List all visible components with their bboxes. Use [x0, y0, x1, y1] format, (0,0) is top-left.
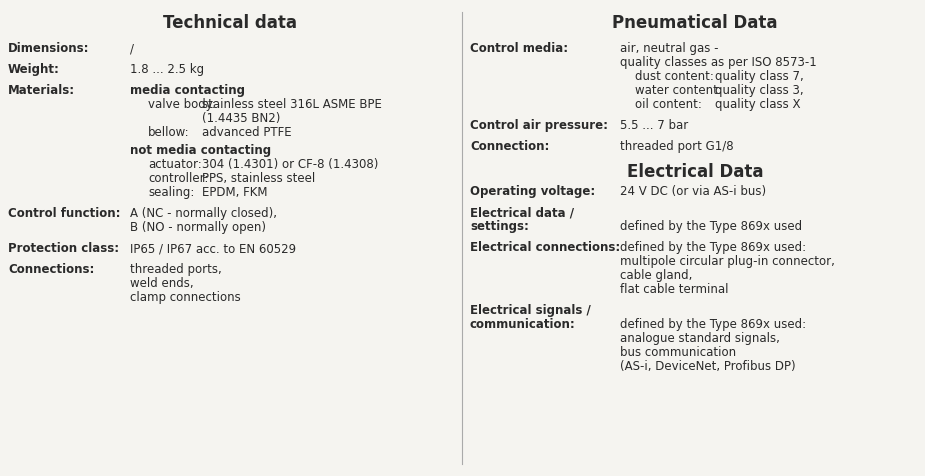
Text: 5.5 ... 7 bar: 5.5 ... 7 bar: [620, 119, 688, 132]
Text: Electrical data /: Electrical data /: [470, 206, 574, 219]
Text: bus communication: bus communication: [620, 346, 736, 359]
Text: PPS, stainless steel: PPS, stainless steel: [202, 172, 315, 185]
Text: cable gland,: cable gland,: [620, 269, 693, 282]
Text: water content:: water content:: [635, 84, 722, 97]
Text: /: /: [130, 42, 134, 55]
Text: quality class 7,: quality class 7,: [715, 70, 804, 83]
Text: dust content:: dust content:: [635, 70, 714, 83]
Text: actuator:: actuator:: [148, 158, 202, 171]
Text: Electrical connections:: Electrical connections:: [470, 241, 621, 254]
Text: 304 (1.4301) or CF-8 (1.4308): 304 (1.4301) or CF-8 (1.4308): [202, 158, 378, 171]
Text: Operating voltage:: Operating voltage:: [470, 185, 596, 198]
Text: Weight:: Weight:: [8, 63, 60, 76]
Text: quality class X: quality class X: [715, 98, 800, 111]
Text: EPDM, FKM: EPDM, FKM: [202, 186, 267, 199]
Text: threaded ports,: threaded ports,: [130, 263, 222, 276]
Text: Connections:: Connections:: [8, 263, 94, 276]
Text: media contacting: media contacting: [130, 84, 245, 97]
Text: communication:: communication:: [470, 318, 575, 331]
Text: quality class 3,: quality class 3,: [715, 84, 804, 97]
Text: A (NC - normally closed),: A (NC - normally closed),: [130, 207, 277, 220]
Text: defined by the Type 869x used:: defined by the Type 869x used:: [620, 318, 806, 331]
Text: Pneumatical Data: Pneumatical Data: [612, 14, 778, 32]
Text: Control air pressure:: Control air pressure:: [470, 119, 608, 132]
Text: Control media:: Control media:: [470, 42, 568, 55]
Text: (AS-i, DeviceNet, Profibus DP): (AS-i, DeviceNet, Profibus DP): [620, 360, 796, 373]
Text: Connection:: Connection:: [470, 140, 549, 153]
Text: Protection class:: Protection class:: [8, 242, 119, 255]
Text: threaded port G1/8: threaded port G1/8: [620, 140, 734, 153]
Text: valve body:: valve body:: [148, 98, 216, 111]
Text: not media contacting: not media contacting: [130, 144, 271, 157]
Text: IP65 / IP67 acc. to EN 60529: IP65 / IP67 acc. to EN 60529: [130, 242, 296, 255]
Text: clamp connections: clamp connections: [130, 291, 240, 304]
Text: stainless steel 316L ASME BPE: stainless steel 316L ASME BPE: [202, 98, 382, 111]
Text: Materials:: Materials:: [8, 84, 75, 97]
Text: settings:: settings:: [470, 220, 529, 233]
Text: flat cable terminal: flat cable terminal: [620, 283, 729, 296]
Text: air, neutral gas -: air, neutral gas -: [620, 42, 719, 55]
Text: defined by the Type 869x used:: defined by the Type 869x used:: [620, 241, 806, 254]
Text: controller:: controller:: [148, 172, 208, 185]
Text: analogue standard signals,: analogue standard signals,: [620, 332, 780, 345]
Text: Control function:: Control function:: [8, 207, 120, 220]
Text: weld ends,: weld ends,: [130, 277, 193, 290]
Text: advanced PTFE: advanced PTFE: [202, 126, 291, 139]
Text: Electrical Data: Electrical Data: [627, 163, 763, 181]
Text: defined by the Type 869x used: defined by the Type 869x used: [620, 220, 802, 233]
Text: 1.8 ... 2.5 kg: 1.8 ... 2.5 kg: [130, 63, 204, 76]
Text: (1.4435 BN2): (1.4435 BN2): [202, 112, 280, 125]
Text: bellow:: bellow:: [148, 126, 190, 139]
Text: Dimensions:: Dimensions:: [8, 42, 90, 55]
Text: multipole circular plug-in connector,: multipole circular plug-in connector,: [620, 255, 835, 268]
Text: Technical data: Technical data: [163, 14, 297, 32]
Text: quality classes as per ISO 8573-1: quality classes as per ISO 8573-1: [620, 56, 817, 69]
Text: 24 V DC (or via AS-i bus): 24 V DC (or via AS-i bus): [620, 185, 766, 198]
Text: oil content:: oil content:: [635, 98, 702, 111]
Text: sealing:: sealing:: [148, 186, 194, 199]
Text: Electrical signals /: Electrical signals /: [470, 304, 591, 317]
Text: B (NO - normally open): B (NO - normally open): [130, 221, 266, 234]
